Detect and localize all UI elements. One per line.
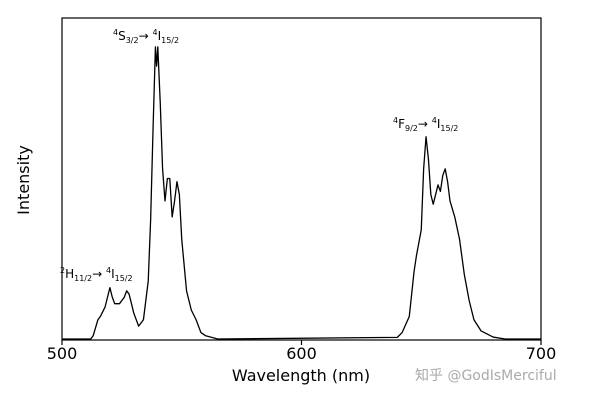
plot-frame [61,17,542,341]
sub: 3/2 [126,36,139,45]
sub: 9/2 [405,124,418,133]
symbol: I [158,29,162,43]
arrow: → [139,29,153,43]
sup: 4 [152,28,157,37]
x-tick-label: 600 [286,344,317,363]
sup: 4 [432,116,437,125]
sub: 15/2 [440,124,458,133]
sup: 4 [113,28,118,37]
symbol: I [111,267,115,281]
sup: 4 [393,116,398,125]
y-axis-title: Intensity [14,145,33,215]
x-tick-label: 500 [47,344,78,363]
spectrum-line [62,46,541,340]
symbol: S [118,29,126,43]
sub: 11/2 [74,274,92,283]
sub: 15/2 [115,274,133,283]
sup: 2 [60,266,65,275]
watermark: 知乎 @GodIsMerciful [415,367,557,384]
sup: 4 [106,266,111,275]
symbol: I [437,117,441,131]
annotation: 4S3/2→ 4I15/2 [113,28,179,45]
arrow: → [418,117,432,131]
symbol: H [65,267,74,281]
annotation: 4F9/2→ 4I15/2 [393,116,458,133]
sub: 15/2 [161,36,179,45]
x-tick-label: 700 [526,344,557,363]
annotation: 2H11/2→ 4I15/2 [60,266,133,283]
arrow: → [92,267,106,281]
symbol: F [398,117,405,131]
x-axis-title: Wavelength (nm) [232,366,370,385]
